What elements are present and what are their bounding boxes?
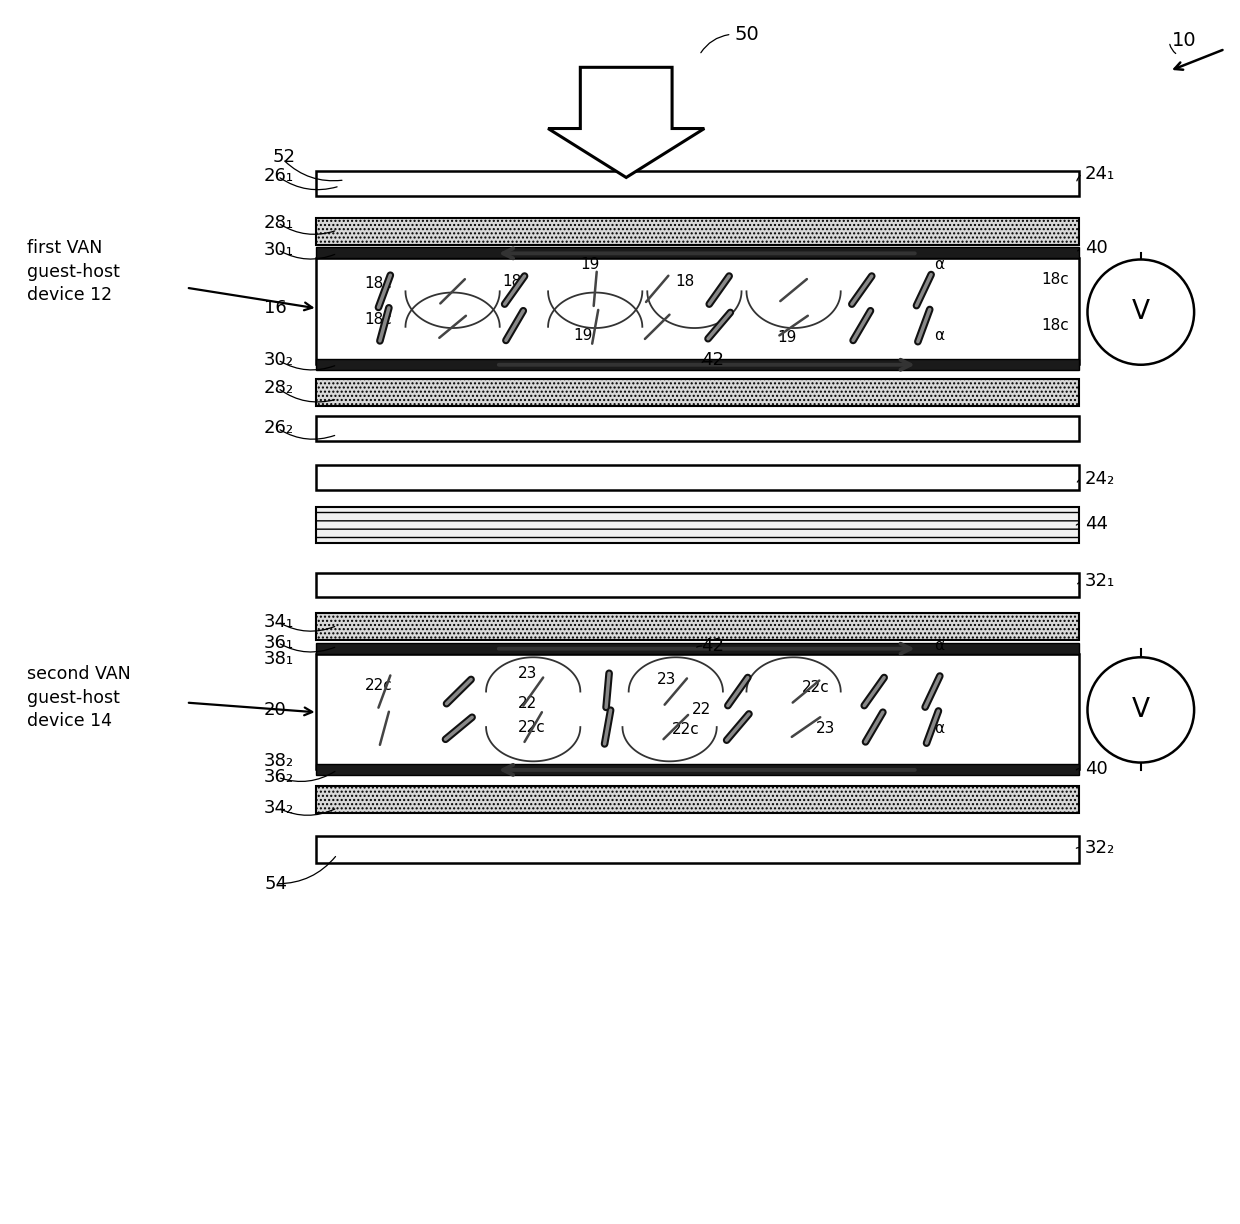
Text: 10: 10: [1172, 31, 1197, 50]
Text: 28₁: 28₁: [264, 214, 294, 231]
Text: 30₁: 30₁: [264, 241, 294, 258]
Text: 26₁: 26₁: [264, 168, 294, 185]
Text: 24₁: 24₁: [1085, 165, 1115, 182]
Text: 20: 20: [264, 701, 286, 718]
Text: 18c: 18c: [365, 312, 392, 327]
Text: V: V: [1132, 299, 1149, 326]
Circle shape: [1087, 259, 1194, 365]
Text: 22c: 22c: [365, 678, 392, 693]
Text: 19: 19: [573, 328, 593, 343]
Text: 18c: 18c: [365, 277, 392, 291]
Bar: [316, 416, 1079, 441]
Text: 28₂: 28₂: [264, 379, 294, 397]
Bar: [316, 573, 1079, 597]
Bar: [316, 507, 1079, 543]
Text: 38₁: 38₁: [264, 650, 294, 667]
Text: 34₁: 34₁: [264, 613, 294, 630]
Text: 22: 22: [692, 703, 712, 717]
Bar: [316, 359, 1079, 370]
Text: 22c: 22c: [672, 722, 699, 737]
Text: 18: 18: [676, 274, 696, 289]
Bar: [316, 643, 1079, 654]
Text: 38₂: 38₂: [264, 753, 294, 770]
Text: 42: 42: [701, 638, 724, 655]
Bar: [316, 465, 1079, 490]
Text: 18: 18: [502, 274, 522, 289]
Bar: [316, 654, 1079, 769]
Text: 24₂: 24₂: [1085, 470, 1115, 487]
Polygon shape: [548, 67, 704, 177]
Text: 54: 54: [264, 875, 288, 892]
Text: 26₂: 26₂: [264, 420, 294, 437]
Bar: [316, 379, 1079, 406]
Bar: [316, 258, 1079, 364]
Text: α: α: [934, 721, 944, 736]
Text: 23: 23: [518, 666, 538, 681]
Text: 18c: 18c: [1042, 272, 1069, 286]
Text: 52: 52: [273, 148, 296, 165]
Bar: [316, 836, 1079, 863]
Text: 23: 23: [657, 672, 677, 687]
Text: V: V: [1132, 696, 1149, 723]
Text: 19: 19: [777, 330, 797, 345]
Bar: [316, 613, 1079, 640]
Text: 22: 22: [518, 696, 538, 711]
Text: 36₂: 36₂: [264, 769, 294, 786]
Text: 50: 50: [734, 24, 759, 44]
Text: first VAN
guest-host
device 12: first VAN guest-host device 12: [27, 239, 120, 305]
Text: 30₂: 30₂: [264, 351, 294, 368]
Text: 22c: 22c: [518, 720, 546, 734]
Text: 40: 40: [1085, 240, 1107, 257]
Text: 23: 23: [816, 721, 836, 736]
Text: 18c: 18c: [1042, 318, 1069, 333]
Text: 36₁: 36₁: [264, 634, 294, 651]
Text: α: α: [934, 328, 944, 343]
Bar: [316, 786, 1079, 813]
Text: 22c: 22c: [802, 681, 830, 695]
Text: α: α: [934, 638, 944, 652]
Text: 40: 40: [1085, 760, 1107, 777]
Text: 34₂: 34₂: [264, 799, 294, 816]
Bar: [316, 218, 1079, 245]
Text: 32₂: 32₂: [1085, 840, 1115, 857]
Circle shape: [1087, 657, 1194, 763]
Text: 44: 44: [1085, 515, 1109, 532]
Bar: [316, 764, 1079, 775]
Text: second VAN
guest-host
device 14: second VAN guest-host device 14: [27, 665, 131, 731]
Text: 32₁: 32₁: [1085, 573, 1115, 590]
Bar: [316, 171, 1079, 196]
Bar: [316, 247, 1079, 258]
Text: 19: 19: [580, 257, 600, 272]
Text: 42: 42: [701, 351, 724, 368]
Text: 16: 16: [264, 300, 286, 317]
Text: α: α: [934, 257, 944, 272]
